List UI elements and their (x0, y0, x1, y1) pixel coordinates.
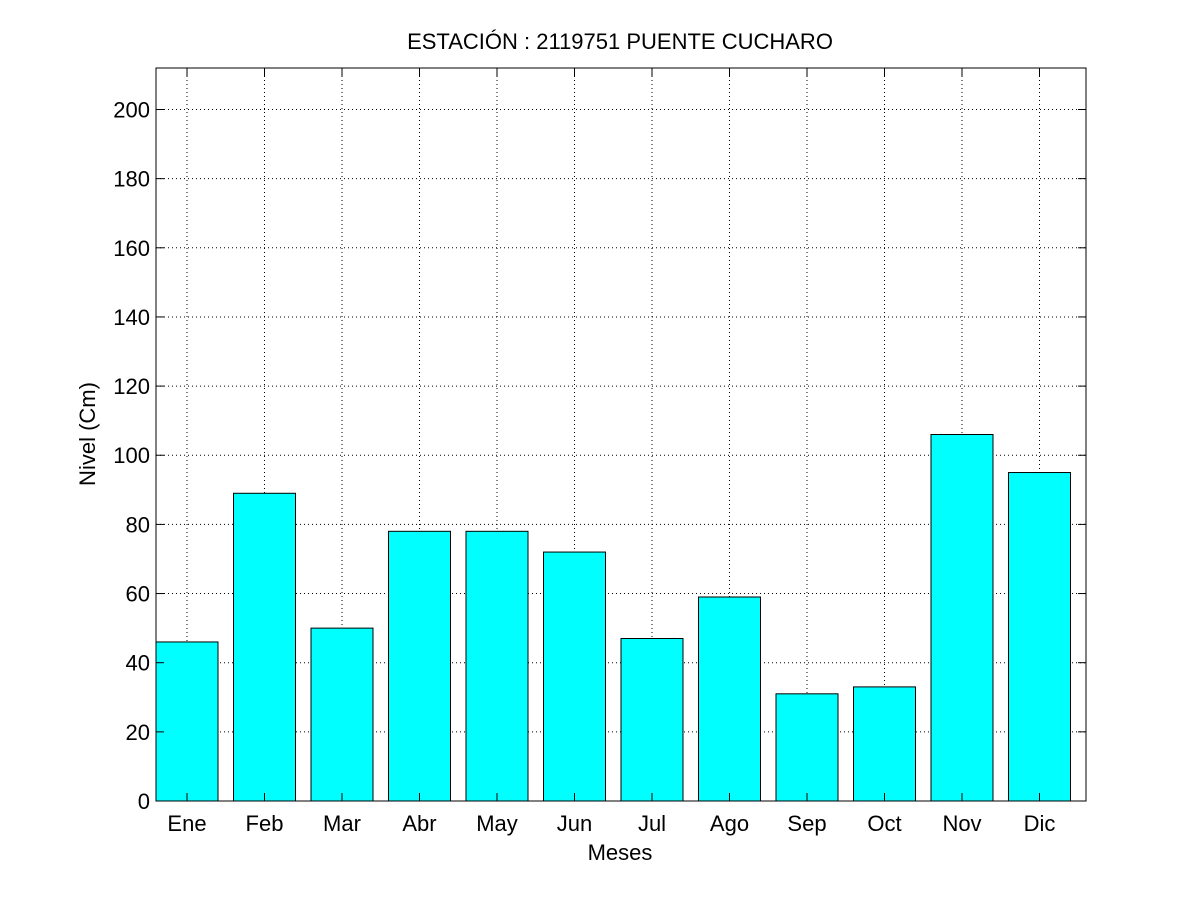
bar-mar (310, 627, 374, 801)
x-tick-label: Ene (167, 811, 206, 836)
y-tick-label: 0 (138, 789, 150, 814)
y-tick-label: 100 (113, 443, 150, 468)
x-tick-label: Mar (323, 811, 361, 836)
x-tick-label: Ago (710, 811, 749, 836)
y-tick-label: 200 (113, 97, 150, 122)
y-tick-label: 160 (113, 236, 150, 261)
bar-series (156, 434, 1071, 801)
x-axis-label: Meses (588, 840, 653, 865)
plot-area-frame (155, 67, 1087, 802)
bar-sep (775, 693, 839, 801)
axes: 0 20 40 60 80 100 120 140 160 180 200 Ene Feb Mar Abr M… (113, 67, 1087, 836)
y-tick-label: 140 (113, 305, 150, 330)
bar-oct (853, 686, 916, 801)
bar-jul (620, 637, 684, 801)
x-tick-label: Feb (246, 811, 284, 836)
bar-feb (233, 492, 296, 801)
y-tick-label: 80 (126, 512, 150, 537)
bar-ene (156, 641, 219, 801)
x-tick-label: Nov (942, 811, 981, 836)
x-tick-label: Jun (557, 811, 592, 836)
bar-may (465, 530, 529, 801)
bar-ago (698, 596, 761, 801)
y-tick-label: 40 (126, 651, 150, 676)
x-tick-label: Sep (787, 811, 826, 836)
x-tick-label: Abr (402, 811, 436, 836)
y-tick-label: 20 (126, 720, 150, 745)
x-tick-label: May (476, 811, 518, 836)
bar-jun (543, 551, 606, 801)
bar-dic (1008, 472, 1071, 801)
y-tick-label: 60 (126, 582, 150, 607)
x-tick-label: Dic (1024, 811, 1056, 836)
y-tick-label: 180 (113, 167, 150, 192)
y-axis-label: Nivel (Cm) (75, 382, 100, 486)
chart-title: ESTACIÓN : 2119751 PUENTE CUCHARO (407, 29, 833, 54)
bar-nov (930, 434, 994, 801)
x-tick-label: Jul (638, 811, 666, 836)
bar-abr (388, 530, 451, 801)
y-tick-label: 120 (113, 374, 150, 399)
x-tick-label: Oct (867, 811, 901, 836)
